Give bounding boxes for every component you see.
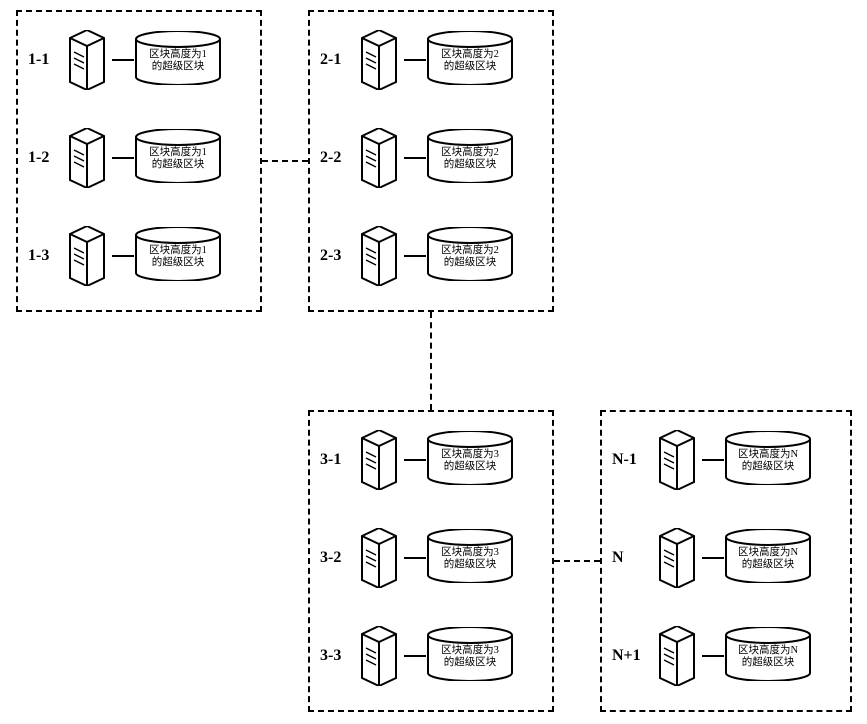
cylinder-text-line2: 的超级区块 (152, 61, 205, 72)
node-label: 1-1 (28, 51, 62, 69)
node-connector (404, 157, 426, 159)
node-row: 2-2 区块高度为2 的超级区块 (320, 128, 514, 188)
cylinder: 区块高度为1 的超级区块 (134, 129, 222, 188)
node-row: 2-1 区块高度为2 的超级区块 (320, 30, 514, 90)
cylinder-text-line1: 区块高度为2 (441, 49, 499, 60)
node-row: N+1 区块高度为N 的超级区块 (612, 626, 812, 686)
cylinder: 区块高度为3 的超级区块 (426, 627, 514, 686)
node-label: 2-2 (320, 149, 354, 167)
node-label: N+1 (612, 647, 652, 665)
cylinder: 区块高度为2 的超级区块 (426, 31, 514, 90)
node-label: 2-3 (320, 247, 354, 265)
cylinder-text: 区块高度为2 的超级区块 (426, 245, 514, 270)
server-icon (354, 128, 404, 188)
node-row: 3-1 区块高度为3 的超级区块 (320, 430, 514, 490)
cylinder-text-line2: 的超级区块 (152, 257, 205, 268)
node-row: 3-3 区块高度为3 的超级区块 (320, 626, 514, 686)
cylinder-text-line1: 区块高度为3 (441, 645, 499, 656)
cylinder-text-line1: 区块高度为N (738, 547, 798, 558)
node-connector (702, 557, 724, 559)
cylinder-text: 区块高度为3 的超级区块 (426, 449, 514, 474)
node-row: 3-2 区块高度为3 的超级区块 (320, 528, 514, 588)
node-connector (112, 59, 134, 61)
cylinder: 区块高度为N 的超级区块 (724, 529, 812, 588)
cylinder: 区块高度为3 的超级区块 (426, 529, 514, 588)
server-icon (62, 226, 112, 286)
node-row: N-1 区块高度为N 的超级区块 (612, 430, 812, 490)
node-label: N (612, 549, 652, 567)
cylinder-text-line2: 的超级区块 (444, 461, 497, 472)
cylinder-text-line1: 区块高度为N (738, 645, 798, 656)
link-g2-g3 (430, 312, 432, 410)
node-connector (404, 557, 426, 559)
cylinder-text-line1: 区块高度为2 (441, 245, 499, 256)
server-icon (354, 626, 404, 686)
node-connector (404, 655, 426, 657)
cylinder-text-line2: 的超级区块 (444, 61, 497, 72)
server-icon (354, 430, 404, 490)
cylinder: 区块高度为N 的超级区块 (724, 627, 812, 686)
server-icon (652, 528, 702, 588)
cylinder-text: 区块高度为2 的超级区块 (426, 147, 514, 172)
cylinder-text-line2: 的超级区块 (742, 559, 795, 570)
cylinder-text-line1: 区块高度为3 (441, 449, 499, 460)
cylinder: 区块高度为2 的超级区块 (426, 129, 514, 188)
node-label: N-1 (612, 451, 652, 469)
cylinder-text: 区块高度为N 的超级区块 (724, 547, 812, 572)
node-label: 1-2 (28, 149, 62, 167)
node-row: N 区块高度为N 的超级区块 (612, 528, 812, 588)
cylinder-text-line2: 的超级区块 (742, 461, 795, 472)
cylinder-text: 区块高度为2 的超级区块 (426, 49, 514, 74)
cylinder-text-line1: 区块高度为1 (149, 245, 207, 256)
cylinder-text-line1: 区块高度为3 (441, 547, 499, 558)
node-connector (112, 157, 134, 159)
cylinder: 区块高度为3 的超级区块 (426, 431, 514, 490)
cylinder-text: 区块高度为N 的超级区块 (724, 449, 812, 474)
cylinder-text-line1: 区块高度为2 (441, 147, 499, 158)
cylinder-text: 区块高度为1 的超级区块 (134, 147, 222, 172)
node-row: 2-3 区块高度为2 的超级区块 (320, 226, 514, 286)
link-g1-g2 (262, 160, 308, 162)
node-label: 1-3 (28, 247, 62, 265)
server-icon (652, 626, 702, 686)
cylinder-text-line2: 的超级区块 (444, 257, 497, 268)
cylinder-text: 区块高度为3 的超级区块 (426, 547, 514, 572)
cylinder-text-line2: 的超级区块 (444, 559, 497, 570)
cylinder: 区块高度为1 的超级区块 (134, 31, 222, 90)
node-connector (112, 255, 134, 257)
cylinder-text-line2: 的超级区块 (742, 657, 795, 668)
cylinder: 区块高度为N 的超级区块 (724, 431, 812, 490)
cylinder-text-line2: 的超级区块 (444, 159, 497, 170)
node-row: 1-3 区块高度为1 的超级区块 (28, 226, 222, 286)
cylinder-text: 区块高度为1 的超级区块 (134, 49, 222, 74)
server-icon (354, 226, 404, 286)
node-label: 3-3 (320, 647, 354, 665)
cylinder-text-line2: 的超级区块 (152, 159, 205, 170)
cylinder: 区块高度为2 的超级区块 (426, 227, 514, 286)
node-label: 3-2 (320, 549, 354, 567)
cylinder-text: 区块高度为3 的超级区块 (426, 645, 514, 670)
cylinder: 区块高度为1 的超级区块 (134, 227, 222, 286)
server-icon (354, 528, 404, 588)
node-connector (404, 459, 426, 461)
node-connector (404, 255, 426, 257)
cylinder-text-line2: 的超级区块 (444, 657, 497, 668)
link-g3-gn (554, 560, 600, 562)
cylinder-text-line1: 区块高度为N (738, 449, 798, 460)
server-icon (62, 128, 112, 188)
node-connector (404, 59, 426, 61)
server-icon (62, 30, 112, 90)
cylinder-text-line1: 区块高度为1 (149, 147, 207, 158)
node-label: 2-1 (320, 51, 354, 69)
cylinder-text-line1: 区块高度为1 (149, 49, 207, 60)
cylinder-text: 区块高度为N 的超级区块 (724, 645, 812, 670)
node-connector (702, 655, 724, 657)
server-icon (354, 30, 404, 90)
cylinder-text: 区块高度为1 的超级区块 (134, 245, 222, 270)
server-icon (652, 430, 702, 490)
node-row: 1-1 区块高度为1 的超级区块 (28, 30, 222, 90)
node-label: 3-1 (320, 451, 354, 469)
node-connector (702, 459, 724, 461)
node-row: 1-2 区块高度为1 的超级区块 (28, 128, 222, 188)
